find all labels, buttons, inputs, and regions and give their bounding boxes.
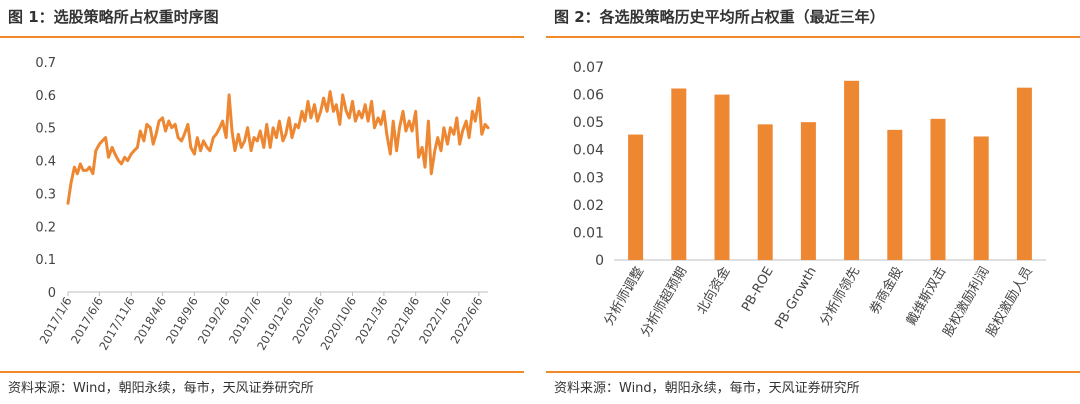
y-tick-label: 0.06: [573, 88, 604, 104]
category-label: 分析师超预期: [638, 265, 690, 340]
category-label: PB-Growth: [772, 265, 819, 332]
bar-8: [973, 136, 989, 260]
y-tick-label: 0.01: [573, 225, 604, 241]
category-label: 股权激励人员: [983, 264, 1036, 340]
category-label: 戴维斯双击: [904, 265, 949, 329]
bar-5: [844, 80, 860, 261]
chart-1-title: 图 1：选股策略所占权重时序图: [8, 8, 219, 26]
category-label: 券商金股: [866, 264, 906, 317]
bar-9: [1016, 87, 1032, 260]
y-tick-label: 0: [595, 253, 604, 269]
y-tick-label: 0.1: [35, 253, 56, 268]
y-tick-label: 0.03: [573, 170, 604, 186]
y-tick-label: 0.5: [35, 122, 56, 137]
category-label: 分析师调整: [602, 265, 647, 329]
y-tick-label: 0.7: [35, 56, 56, 71]
right-panel: 图 2：各选股策略历史平均所占权重（最近三年） 0 0.01 0.02 0.03 0.0…: [546, 0, 1080, 404]
y-tick-label: 0.6: [35, 89, 56, 104]
left-panel: 图 1：选股策略所占权重时序图 0 0.1 0.2 0.3 0.4 0.5 0.6 0.7 20…: [0, 0, 524, 404]
source-rule: [0, 371, 524, 373]
bar-7: [930, 118, 946, 260]
bar-chart: 0 0.01 0.02 0.03 0.04 0.05 0.06 0.07 分析师调整分析师超预期…: [573, 60, 1046, 340]
y-tick-label: 0.2: [35, 220, 56, 235]
y-tick-label: 0: [48, 286, 56, 301]
title-rule: [546, 36, 1080, 38]
y-tick-label: 0.3: [35, 187, 56, 202]
title-rule: [0, 36, 524, 38]
bar-2: [714, 94, 730, 260]
bar-6: [887, 129, 903, 260]
y-tick-label: 0.05: [573, 115, 604, 131]
y-tick-label: 0.02: [573, 198, 604, 214]
bar-1: [671, 88, 687, 261]
category-label: 分析师领先: [818, 265, 863, 329]
chart-1-source: 资料来源：Wind，朝阳永续，每市，天风证券研究所: [8, 381, 314, 396]
y-tick-label: 0.4: [35, 155, 56, 170]
bar-3: [757, 124, 773, 260]
y-tick-label: 0.04: [573, 143, 604, 159]
chart-2-title: 图 2：各选股策略历史平均所占权重（最近三年）: [554, 8, 885, 26]
y-tick-label: 0.07: [573, 60, 604, 76]
source-rule: [546, 371, 1080, 373]
line-chart: 00.10.20.30.40.50.60.72017/1/62017/6/620…: [35, 56, 490, 353]
bar-0: [628, 134, 644, 260]
weight-series-line: [66, 90, 490, 205]
chart-2-source: 资料来源：Wind，朝阳永续，每市，天风证券研究所: [554, 381, 860, 396]
category-label: 股权激励利润: [940, 264, 993, 340]
category-label: PB-ROE: [739, 265, 776, 315]
bar-4: [800, 122, 816, 261]
category-label: 北向资金: [694, 264, 734, 317]
